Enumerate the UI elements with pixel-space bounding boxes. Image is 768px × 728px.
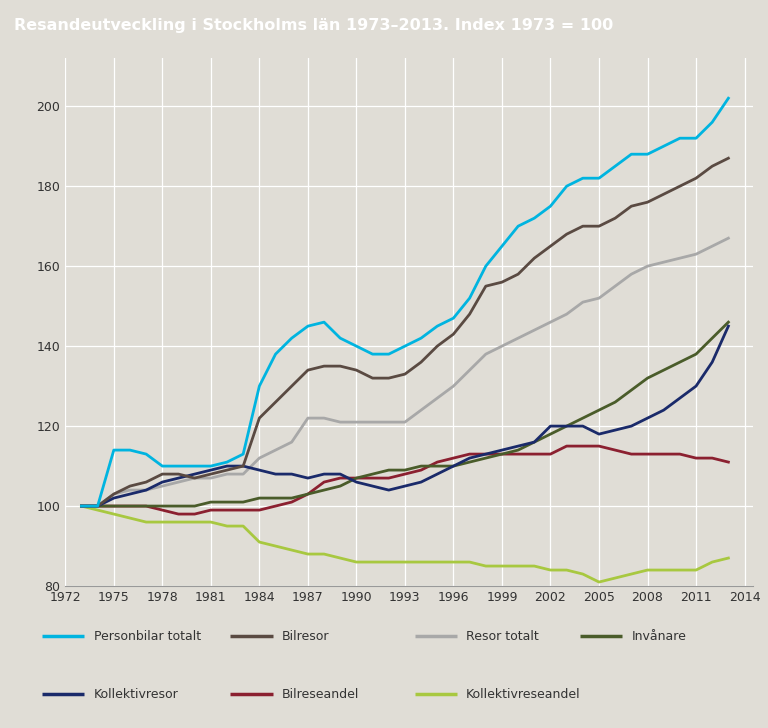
Text: Kollektivresor: Kollektivresor	[94, 688, 178, 701]
Text: Resandeutveckling i Stockholms län 1973–2013. Index 1973 = 100: Resandeutveckling i Stockholms län 1973–…	[14, 18, 613, 33]
Text: Resor totalt: Resor totalt	[466, 630, 539, 643]
Text: Kollektivreseandel: Kollektivreseandel	[466, 688, 581, 701]
Text: Bilreseandel: Bilreseandel	[282, 688, 359, 701]
Text: Bilresor: Bilresor	[282, 630, 329, 643]
Text: Personbilar totalt: Personbilar totalt	[94, 630, 200, 643]
Text: Invånare: Invånare	[631, 630, 686, 643]
